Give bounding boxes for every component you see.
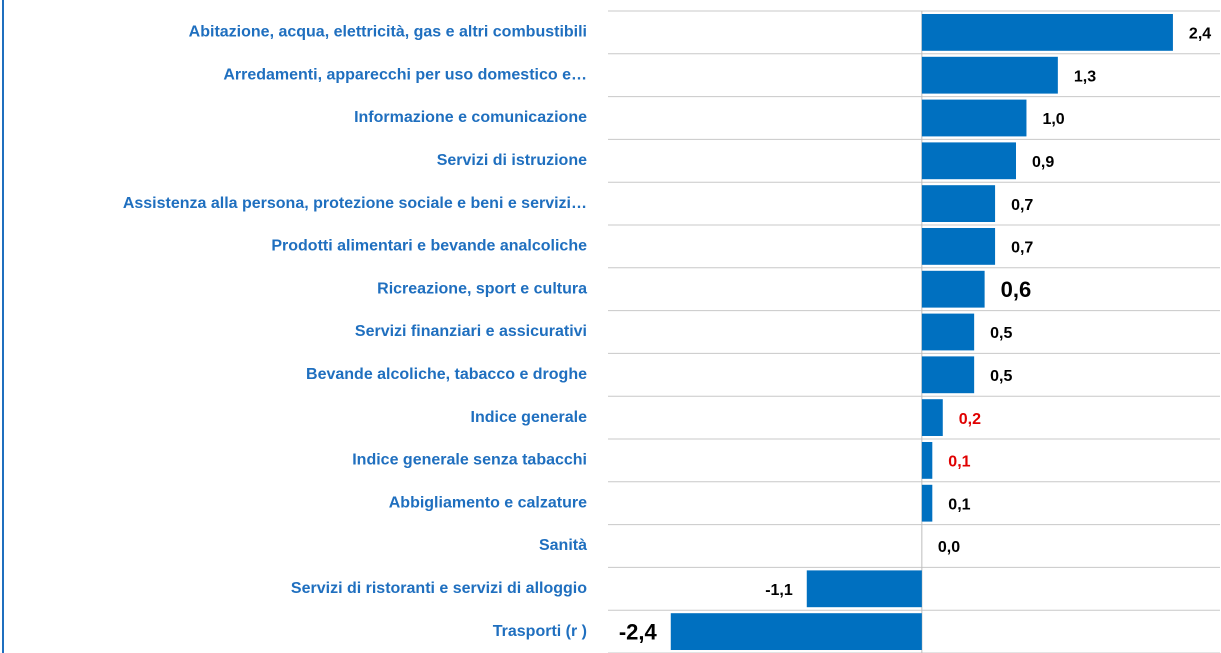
category-label: Servizi finanziari e assicurativi — [355, 323, 587, 340]
category-label: Sanità — [539, 537, 587, 554]
bar — [921, 313, 975, 351]
bar — [921, 484, 933, 522]
bar — [921, 56, 1058, 94]
category-label: Trasporti (r ) — [493, 623, 587, 640]
category-label: Indice generale — [471, 409, 588, 426]
bar — [921, 399, 943, 437]
bar — [921, 227, 996, 265]
bar — [670, 613, 922, 651]
value-label: 0,6 — [1001, 277, 1032, 302]
value-label: 1,3 — [1074, 68, 1096, 85]
bar — [921, 185, 996, 223]
category-label: Assistenza alla persona, protezione soci… — [123, 195, 587, 212]
category-label: Informazione e comunicazione — [354, 109, 587, 126]
category-label: Bevande alcoliche, tabacco e droghe — [306, 366, 587, 383]
category-label: Abbigliamento e calzature — [389, 494, 587, 511]
category-label: Servizi di ristoranti e servizi di allog… — [291, 580, 587, 597]
category-label: Abitazione, acqua, elettricità, gas e al… — [189, 24, 587, 41]
bar — [921, 142, 1016, 180]
bar — [921, 356, 975, 394]
value-label: 0,7 — [1011, 197, 1033, 214]
value-label: 0,0 — [938, 539, 960, 556]
value-label: 0,2 — [959, 411, 981, 428]
bar — [921, 99, 1027, 137]
category-label: Indice generale senza tabacchi — [352, 452, 587, 469]
value-label: -2,4 — [619, 619, 658, 644]
category-label: Prodotti alimentari e bevande analcolich… — [271, 238, 587, 255]
value-label: 2,4 — [1189, 26, 1211, 43]
bar — [921, 270, 985, 308]
category-label: Arredamenti, apparecchi per uso domestic… — [223, 66, 587, 83]
value-label: 0,5 — [990, 325, 1012, 342]
bar — [921, 441, 933, 479]
value-label: 0,9 — [1032, 154, 1054, 171]
bar — [806, 570, 922, 608]
value-label: 1,0 — [1042, 111, 1064, 128]
value-label: 0,5 — [990, 368, 1012, 385]
value-label: 0,1 — [948, 496, 970, 513]
value-label: 0,1 — [948, 454, 970, 471]
category-label: Ricreazione, sport e cultura — [377, 280, 587, 297]
value-label: -1,1 — [765, 582, 793, 599]
category-label: Servizi di istruzione — [437, 152, 587, 169]
bar — [921, 13, 1173, 51]
value-label: 0,7 — [1011, 240, 1033, 257]
